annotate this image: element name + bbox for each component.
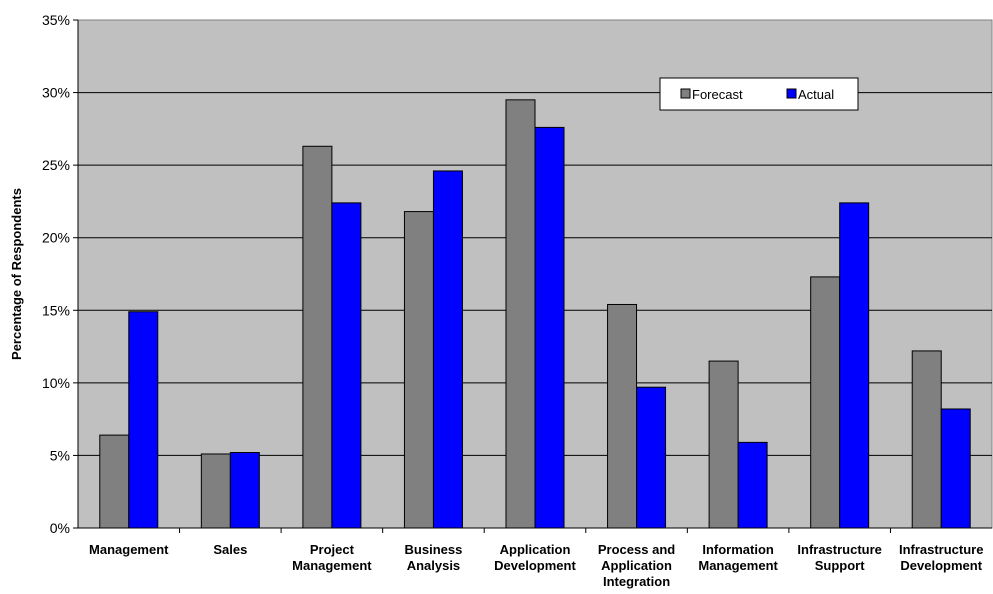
y-tick-label: 30% — [42, 85, 70, 101]
bar-actual — [737, 441, 768, 529]
x-category-label: Sales — [213, 542, 247, 557]
legend-swatch-actual — [786, 88, 797, 99]
bar-forecast — [607, 303, 638, 529]
bar-actual — [432, 170, 463, 529]
x-category-label: Infrastructure Development — [899, 542, 984, 573]
x-category-label: Application Development — [494, 542, 576, 573]
bar-actual — [534, 126, 565, 529]
x-category-label: Management — [89, 542, 169, 557]
y-tick-label: 15% — [42, 302, 70, 318]
x-axis-categories: Management Sales Project Management Business… — [89, 528, 983, 589]
bar-forecast — [708, 360, 739, 529]
bar-forecast — [302, 145, 333, 529]
y-tick-label: 5% — [50, 447, 70, 463]
bar-actual — [128, 311, 159, 529]
y-tick-label: 25% — [42, 157, 70, 173]
legend-box — [659, 77, 859, 111]
x-category-label: Project Management — [292, 542, 372, 573]
bar-actual — [331, 202, 362, 529]
bar-actual — [940, 408, 971, 529]
x-category-label: Business Analysis — [405, 542, 463, 573]
y-tick-label: 10% — [42, 375, 70, 391]
bar-forecast — [505, 99, 536, 529]
y-tick-label: 20% — [42, 230, 70, 246]
bar-forecast — [200, 453, 231, 529]
bar-actual — [839, 202, 870, 529]
legend-label-actual: Actual — [798, 87, 834, 102]
bars — [99, 99, 971, 529]
bar-actual — [636, 386, 667, 529]
bar-forecast — [99, 434, 130, 529]
legend-label-forecast: Forecast — [692, 87, 743, 102]
y-axis-title: Percentage of Respondents — [9, 188, 24, 360]
legend-swatch-forecast — [680, 88, 691, 99]
legend: Forecast Actual — [659, 77, 859, 111]
y-tick-label: 0% — [50, 520, 70, 536]
x-category-label: Infrastructure Support — [797, 542, 882, 573]
x-category-label: Process and Application Integration — [598, 542, 675, 589]
y-axis-ticks: 0% 5% 10% 15% 20% 25% 30% 35% — [42, 12, 78, 536]
x-category-label: Information Management — [698, 542, 778, 573]
y-tick-label: 35% — [42, 12, 70, 28]
bar-actual — [229, 452, 260, 529]
bar-forecast — [911, 350, 942, 529]
bar-forecast — [810, 276, 841, 529]
bar-forecast — [403, 211, 434, 529]
